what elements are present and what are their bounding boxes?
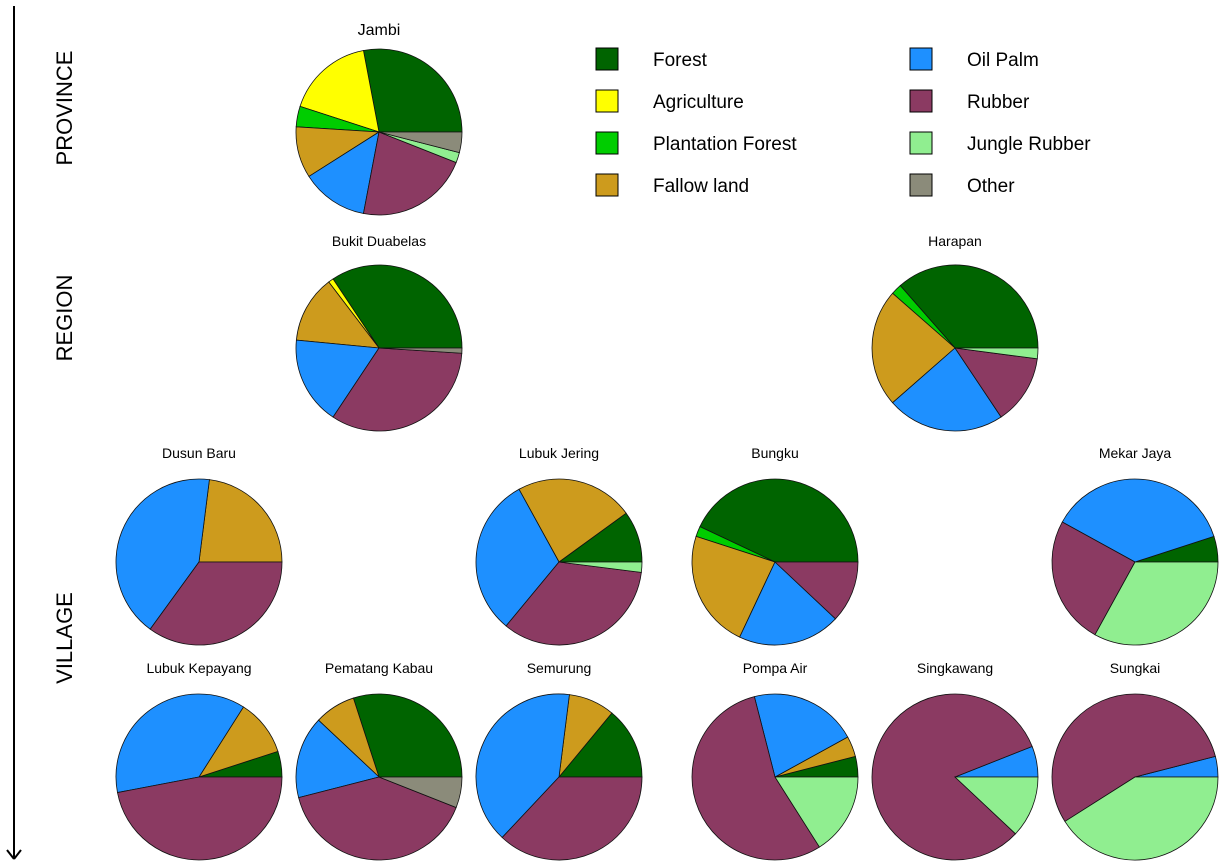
pie-slice-sungkai-rubber <box>1051 693 1216 823</box>
pie-slice-semurung-forest <box>558 712 643 778</box>
pie-slice-bukit-duabelas-rubber <box>332 347 463 432</box>
pie-title-dusun-baru: Dusun Baru <box>162 445 236 461</box>
legend-label-oil-palm: Oil Palm <box>967 50 1039 71</box>
pie-slice-harapan-fallow <box>871 292 956 404</box>
pie-singkawang: Singkawang <box>871 660 1039 861</box>
pie-slice-pematang-kabau-rubber <box>298 776 457 861</box>
pie-semurung: Semurung <box>475 660 643 861</box>
pie-slice-singkawang-rubber <box>871 693 1033 861</box>
pie-slice-pompa-air-rubber <box>691 696 821 861</box>
pie-title-harapan: Harapan <box>928 233 982 249</box>
pie-slice-semurung-oilpalm <box>475 693 570 839</box>
legend-label-other: Other <box>967 176 1015 197</box>
pie-slice-harapan-oilpalm <box>892 347 1002 432</box>
pie-slice-mekar-jaya-oilpalm <box>1061 478 1215 563</box>
pie-slice-jambi-rubber <box>362 131 457 216</box>
pie-title-semurung: Semurung <box>527 660 592 676</box>
pie-harapan: Harapan <box>871 233 1039 432</box>
pie-slice-semurung-rubber <box>501 776 643 861</box>
legend-label-plantation-forest: Plantation Forest <box>653 134 797 155</box>
pie-slice-jambi-forest <box>362 48 463 133</box>
legend-swatch-plantation-forest <box>595 131 619 155</box>
pie-slice-bukit-duabelas-oilpalm <box>295 339 380 418</box>
legend-swatch-forest <box>595 47 619 71</box>
pie-title-bungku: Bungku <box>751 445 798 461</box>
pie-slice-pematang-kabau-oilpalm <box>295 719 380 799</box>
pie-slice-bungku-oilpalm <box>739 561 837 646</box>
pie-mekar-jaya: Mekar Jaya <box>1051 445 1219 646</box>
pie-pematang-kabau: Pematang Kabau <box>295 660 463 861</box>
level-label-province: PROVINCE <box>52 51 77 166</box>
legend-label-jungle-rubber: Jungle Rubber <box>967 134 1091 155</box>
pie-slice-jambi-oilpalm <box>308 131 380 214</box>
pie-sungkai: Sungkai <box>1051 660 1219 861</box>
pie-slice-lubuk-jering-rubber <box>505 561 642 646</box>
legend-swatch-oil-palm <box>909 47 933 71</box>
legend-swatch-jungle-rubber <box>909 131 933 155</box>
legend-swatch-other <box>909 173 933 197</box>
pie-slice-lubuk-jering-jungle <box>558 561 643 573</box>
pie-slice-pematang-kabau-other <box>378 776 463 809</box>
pie-slice-jambi-other <box>378 131 463 154</box>
pie-slice-harapan-forest <box>899 264 1039 349</box>
legend-swatch-fallow-land <box>595 173 619 197</box>
pie-slice-jambi-agriculture <box>299 50 380 133</box>
pie-bungku: Bungku <box>691 445 859 646</box>
pie-title-lubuk-kepayang: Lubuk Kepayang <box>146 660 251 676</box>
pie-slice-bungku-rubber <box>773 561 859 620</box>
pie-lubuk-kepayang: Lubuk Kepayang <box>115 660 283 861</box>
pie-jambi: Jambi <box>295 22 463 216</box>
pie-slice-dusun-baru-rubber <box>149 561 283 646</box>
legend-swatch-rubber <box>909 89 933 113</box>
pie-slice-bukit-duabelas-other <box>378 347 463 354</box>
pie-slice-lubuk-jering-oilpalm <box>475 488 560 627</box>
legend-label-agriculture: Agriculture <box>653 92 744 113</box>
pie-title-bukit-duabelas: Bukit Duabelas <box>332 233 426 249</box>
pie-slice-dusun-baru-oilpalm <box>115 478 210 630</box>
pie-slice-lubuk-kepayang-rubber <box>117 776 283 861</box>
pie-title-mekar-jaya: Mekar Jaya <box>1099 445 1172 461</box>
pie-title-pompa-air: Pompa Air <box>743 660 808 676</box>
pie-title-sungkai: Sungkai <box>1110 660 1161 676</box>
pie-slice-mekar-jaya-jungle <box>1094 561 1219 646</box>
pie-slice-pematang-kabau-forest <box>352 693 463 778</box>
pie-slice-pompa-air-jungle <box>774 776 859 848</box>
pie-pompa-air: Pompa Air <box>691 660 859 861</box>
pie-title-singkawang: Singkawang <box>917 660 993 676</box>
pie-charts: Jambi Bukit Duabelas Harapan Dusun Baru Lubu… <box>115 22 1219 861</box>
pie-title-lubuk-jering: Lubuk Jering <box>519 445 599 461</box>
pie-title-jambi: Jambi <box>358 22 401 39</box>
legend-label-rubber: Rubber <box>967 92 1030 113</box>
pie-slice-singkawang-jungle <box>953 776 1039 835</box>
pie-slice-sungkai-jungle <box>1064 776 1219 861</box>
legend: Forest Agriculture Plantation Forest Fallow… <box>595 47 1091 197</box>
pie-lubuk-jering: Lubuk Jering <box>475 445 643 646</box>
legend-label-forest: Forest <box>653 50 708 71</box>
pie-slice-lubuk-jering-fallow <box>518 478 627 563</box>
pie-slice-mekar-jaya-rubber <box>1051 521 1136 636</box>
pie-slice-bukit-duabelas-fallow <box>295 281 380 349</box>
legend-swatch-agriculture <box>595 89 619 113</box>
pie-slice-harapan-rubber <box>954 347 1038 418</box>
pie-title-pematang-kabau: Pematang Kabau <box>325 660 433 676</box>
legend-label-fallow-land: Fallow land <box>653 176 749 197</box>
pie-bukit-duabelas: Bukit Duabelas <box>295 233 463 432</box>
pie-slice-bungku-fallow <box>691 535 776 638</box>
pie-dusun-baru: Dusun Baru <box>115 445 283 646</box>
pie-slice-pompa-air-oilpalm <box>753 693 849 778</box>
pie-slice-lubuk-kepayang-oilpalm <box>115 693 245 794</box>
pie-slice-harapan-jungle <box>954 347 1039 360</box>
level-label-region: REGION <box>52 275 77 362</box>
pie-slice-dusun-baru-fallow <box>198 479 283 563</box>
level-label-village: VILLAGE <box>52 592 77 684</box>
pie-slice-bungku-forest <box>699 478 859 563</box>
hierarchy-arrow <box>6 6 22 860</box>
